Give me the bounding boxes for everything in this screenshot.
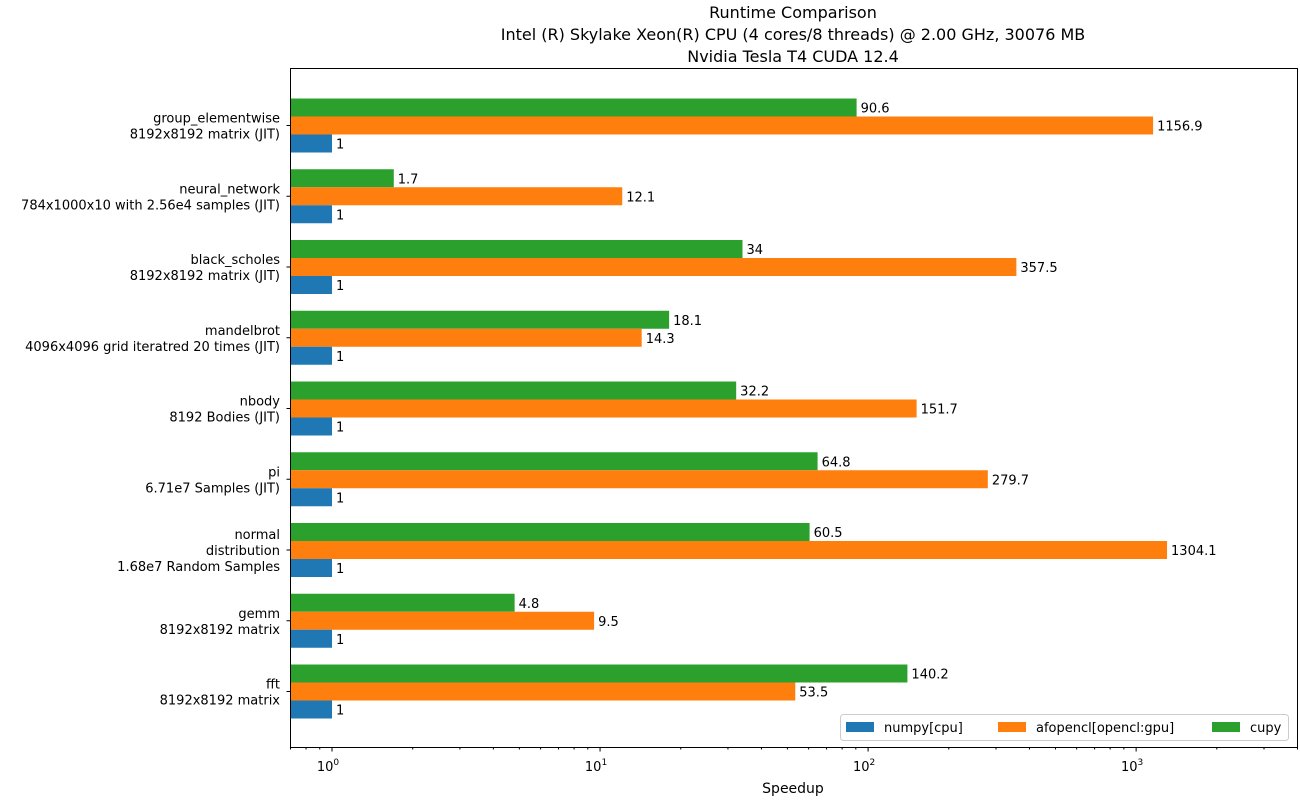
- bar-value-label: 14.3: [646, 332, 675, 347]
- bar-value-label: 60.5: [814, 526, 843, 541]
- bar: [290, 611, 595, 630]
- bar: [290, 470, 988, 489]
- bar-value-label: 12.1: [626, 190, 655, 205]
- bar-value-label: 1: [336, 491, 344, 506]
- y-tick-label: nbody: [240, 395, 281, 410]
- legend-box: [840, 714, 1289, 741]
- bar-value-label: 151.7: [921, 403, 958, 418]
- y-tick-label: 8192x8192 matrix: [160, 623, 281, 638]
- x-tick-label: 103: [1121, 758, 1143, 775]
- legend-swatch: [998, 722, 1026, 732]
- bar: [290, 134, 333, 153]
- y-tick-label: 784x1000x10 with 2.56e4 samples (JIT): [21, 198, 280, 213]
- bar-value-label: 1156.9: [1157, 120, 1203, 135]
- legend-label: cupy: [1250, 721, 1282, 736]
- chart-title-line: Nvidia Tesla T4 CUDA 12.4: [687, 47, 899, 66]
- bar-value-label: 90.6: [861, 102, 890, 117]
- y-tick-label: 6.71e7 Samples (JIT): [145, 481, 280, 496]
- bar-value-label: 1: [336, 421, 344, 436]
- bar-value-label: 1: [336, 633, 344, 648]
- bar-value-label: 1: [336, 279, 344, 294]
- bar-value-label: 1: [336, 138, 344, 153]
- bar: [290, 116, 1154, 135]
- bar-value-label: 18.1: [673, 314, 702, 329]
- bar: [290, 346, 333, 365]
- y-tick-label: fft: [266, 678, 280, 693]
- bar: [290, 258, 1017, 276]
- bar-value-label: 1: [336, 350, 344, 365]
- bar: [290, 629, 333, 648]
- bar: [290, 417, 333, 436]
- y-tick-label: 8192x8192 matrix (JIT): [130, 128, 280, 143]
- x-tick-label: 100: [317, 758, 340, 775]
- y-tick-label: black_scholes: [190, 253, 280, 268]
- bar-group: [290, 98, 1168, 719]
- y-tick-label: mandelbrot: [205, 324, 280, 339]
- y-tick-label: pi: [268, 465, 280, 480]
- chart-title: Runtime Comparison Intel (R) Skylake Xeon…: [501, 3, 1086, 66]
- bar: [290, 187, 623, 206]
- legend-swatch: [1212, 722, 1240, 732]
- bar: [290, 98, 857, 117]
- bar: [290, 310, 670, 329]
- x-tick-label: 101: [585, 758, 607, 775]
- bar: [290, 240, 743, 258]
- bar-value-label: 53.5: [799, 686, 828, 701]
- bar-value-label: 4.8: [519, 597, 540, 612]
- y-tick-label: 8192 Bodies (JIT): [169, 411, 280, 426]
- y-tick-label: normal: [234, 528, 280, 543]
- bar-value-label: 9.5: [598, 615, 619, 630]
- bar: [290, 664, 908, 683]
- bar-value-labels: 90.6 1156.9 1 1.7 12.1 1 34 357.5 1 18.1 14.3 1 32.2…: [336, 102, 1217, 719]
- bar: [290, 205, 333, 224]
- bar-value-label: 357.5: [1020, 261, 1057, 276]
- bar: [290, 328, 642, 347]
- x-axis-label: Speedup: [762, 781, 824, 797]
- bar: [290, 488, 333, 507]
- y-tick-label: 8192x8192 matrix (JIT): [130, 269, 280, 284]
- bar: [290, 593, 515, 612]
- bar-value-label: 279.7: [992, 473, 1029, 488]
- bar-value-label: 140.2: [911, 668, 948, 683]
- y-tick-label: 1.68e7 Random Samples: [117, 560, 280, 575]
- chart-title-line: Runtime Comparison: [709, 3, 877, 22]
- legend-label: afopencl[opencl:gpu]: [1036, 721, 1174, 736]
- y-tick-label: 4096x4096 grid iteratred 20 times (JIT): [25, 340, 280, 355]
- y-tick-label: distribution: [206, 544, 280, 559]
- bar: [290, 452, 818, 471]
- bar-value-label: 34: [747, 243, 764, 258]
- bar-value-label: 1304.1: [1171, 544, 1217, 559]
- bar-value-label: 1.7: [398, 172, 419, 187]
- legend-swatch: [846, 722, 874, 732]
- bar-value-label: 32.2: [740, 385, 769, 400]
- bar: [290, 682, 796, 701]
- bar: [290, 399, 917, 418]
- bar: [290, 541, 1168, 559]
- y-tick-label: gemm: [238, 607, 280, 622]
- y-tick-label: group_elementwise: [153, 112, 280, 127]
- bar: [290, 523, 810, 541]
- legend-label: numpy[cpu]: [884, 721, 963, 736]
- y-tick-label: 8192x8192 matrix: [160, 694, 281, 709]
- chart-title-line: Intel (R) Skylake Xeon(R) CPU (4 cores/8…: [501, 25, 1086, 44]
- bar-value-label: 64.8: [822, 455, 851, 470]
- x-tick-label: 102: [853, 758, 875, 775]
- bar-value-label: 1: [336, 208, 344, 223]
- x-axis-ticks: 100 101 102 103: [290, 747, 1298, 775]
- bar-value-label: 1: [336, 704, 344, 719]
- bar-value-label: 1: [336, 562, 344, 577]
- y-tick-label: neural_network: [179, 182, 280, 197]
- bar: [290, 559, 333, 577]
- legend: numpy[cpu] afopencl[opencl:gpu] cupy: [840, 714, 1289, 741]
- bar: [290, 169, 394, 188]
- bar: [290, 381, 737, 400]
- bar: [290, 276, 333, 294]
- bar: [290, 700, 333, 719]
